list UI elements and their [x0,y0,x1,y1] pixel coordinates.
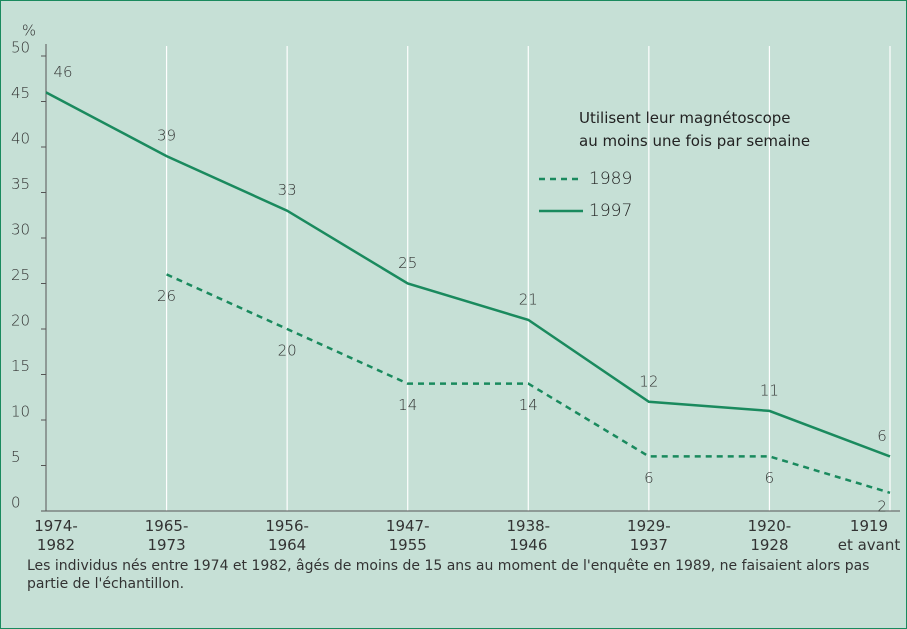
legend-label: 1989 [589,169,632,189]
x-tick-label: 1920- 1928 [747,517,792,554]
y-tick-label: 30 [11,221,30,239]
x-tick-label: 1947- 1955 [385,517,430,554]
x-tick-label: 1919 et avant [837,517,901,554]
x-tick-label: 1956- 1964 [265,517,309,554]
data-label: 39 [157,127,176,145]
y-tick-label: 5 [11,448,21,466]
data-label: 25 [398,254,417,272]
x-tick-label: 1929- 1937 [627,517,671,554]
y-tick-label: 0 [11,494,21,512]
data-label: 6 [644,469,654,487]
data-label: 11 [760,381,779,399]
y-tick-label: 40 [11,130,30,148]
y-tick-label: 20 [11,312,30,330]
y-tick-label: 35 [11,175,30,193]
x-tick-label: 1974- 1982 [34,517,78,554]
y-tick-label: 15 [11,357,30,375]
data-label: 6 [877,427,887,445]
legend-label: 1997 [589,201,632,221]
x-tick-label: 1938- 1946 [506,517,551,554]
data-label: 21 [519,290,538,308]
data-label: 14 [519,396,538,414]
data-label: 2 [877,497,887,515]
data-label: 46 [53,63,72,81]
y-tick-label: 25 [11,266,30,284]
data-label: 33 [278,181,297,199]
data-label: 14 [398,396,417,414]
data-label: 26 [157,287,176,305]
y-tick-label: 50 [11,39,30,57]
legend-title: Utilisent leur magnétoscope au moins une… [579,109,811,150]
data-label: 20 [278,342,297,360]
x-tick-label: 1965- 1973 [144,517,189,554]
y-tick-label: 10 [11,403,30,421]
data-label: 12 [639,372,658,390]
line [166,273,891,494]
footnote: Les individus nés entre 1974 et 1982, âg… [27,558,870,592]
y-axis-label: % [22,22,36,40]
data-label: 6 [765,469,775,487]
line [45,91,891,458]
y-tick-label: 45 [11,84,30,102]
